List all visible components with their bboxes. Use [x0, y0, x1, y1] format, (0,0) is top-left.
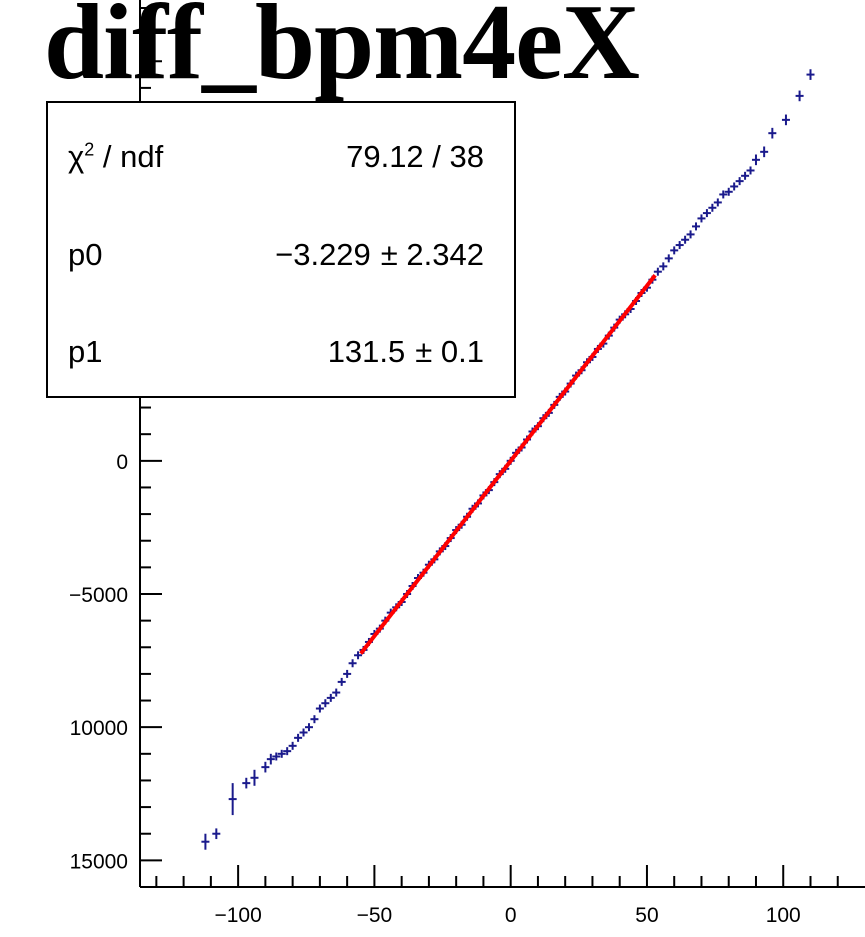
data-point	[337, 677, 346, 686]
data-point	[277, 749, 286, 758]
data-point	[659, 262, 668, 271]
data-point	[675, 241, 684, 250]
stat-value-p1: 131.5 ± 0.1	[328, 334, 484, 370]
data-point	[288, 741, 297, 750]
data-point	[310, 715, 319, 724]
stat-label-p0: p0	[68, 237, 103, 272]
data-point	[266, 753, 275, 765]
data-point	[242, 777, 251, 789]
data-point	[741, 171, 750, 180]
data-point	[670, 246, 679, 255]
y-tick-label: −5000	[69, 584, 128, 607]
data-point	[299, 728, 308, 737]
x-tick-label: 0	[505, 904, 517, 927]
ndf-label: / ndf	[94, 139, 164, 174]
data-point	[781, 114, 790, 126]
data-point	[332, 688, 341, 697]
data-point	[795, 90, 804, 102]
data-point	[751, 154, 760, 166]
p1-value: 131.5	[327, 334, 406, 369]
data-point	[212, 828, 221, 840]
stat-label-p1: p1	[68, 334, 103, 369]
chi-symbol: χ	[68, 139, 85, 174]
data-point	[746, 166, 755, 175]
x-tick-label: 100	[766, 904, 801, 927]
data-point	[250, 769, 259, 786]
p0-error: ± 2.342	[380, 237, 484, 272]
data-point	[686, 230, 695, 239]
data-point	[719, 190, 728, 199]
y-tick-label: 15000	[70, 850, 128, 873]
stat-row-chi2: χ2 / ndf 79.12 / 38	[48, 139, 514, 199]
stat-value-p0: −3.229 ± 2.342	[275, 237, 484, 273]
data-point	[304, 723, 313, 732]
stat-row-p1: p1 131.5 ± 0.1	[48, 334, 514, 394]
x-tick-label: −100	[214, 904, 261, 927]
stats-box: χ2 / ndf 79.12 / 38 p0 −3.229 ± 2.342 p1 …	[46, 101, 516, 398]
y-tick-label: 10000	[70, 717, 128, 740]
p0-value: −3.229	[275, 237, 371, 272]
data-point	[735, 177, 744, 186]
data-point	[348, 659, 357, 668]
data-point	[343, 669, 352, 678]
chart-title: diff_bpm4eX	[44, 0, 640, 102]
data-point	[261, 761, 270, 773]
data-point	[730, 182, 739, 191]
data-point	[272, 752, 281, 761]
data-point	[283, 747, 292, 756]
data-point	[354, 651, 363, 660]
data-point	[201, 833, 210, 850]
data-point	[228, 783, 237, 816]
data-point	[681, 235, 690, 244]
p1-error: ± 0.1	[415, 334, 484, 369]
y-tick-label: 0	[116, 451, 128, 474]
data-point	[768, 127, 777, 139]
data-point	[697, 214, 706, 223]
data-point	[653, 267, 662, 276]
x-tick-label: −50	[357, 904, 393, 927]
data-point	[664, 254, 673, 263]
data-point	[326, 693, 335, 702]
data-point	[702, 209, 711, 218]
stat-value-chi2: 79.12 / 38	[346, 139, 484, 174]
data-point	[713, 198, 722, 207]
fit-line	[359, 274, 657, 655]
data-point	[708, 203, 717, 212]
stat-label-chi2: χ2 / ndf	[68, 139, 163, 175]
x-tick-label: 50	[635, 904, 658, 927]
data-point	[692, 222, 701, 231]
data-point	[760, 146, 769, 158]
chi-superscript: 2	[84, 139, 95, 160]
data-point	[315, 704, 324, 713]
data-point	[294, 733, 303, 742]
data-point	[724, 187, 733, 196]
data-point	[321, 699, 330, 708]
data-point	[806, 69, 815, 80]
stat-row-p0: p0 −3.229 ± 2.342	[48, 237, 514, 297]
